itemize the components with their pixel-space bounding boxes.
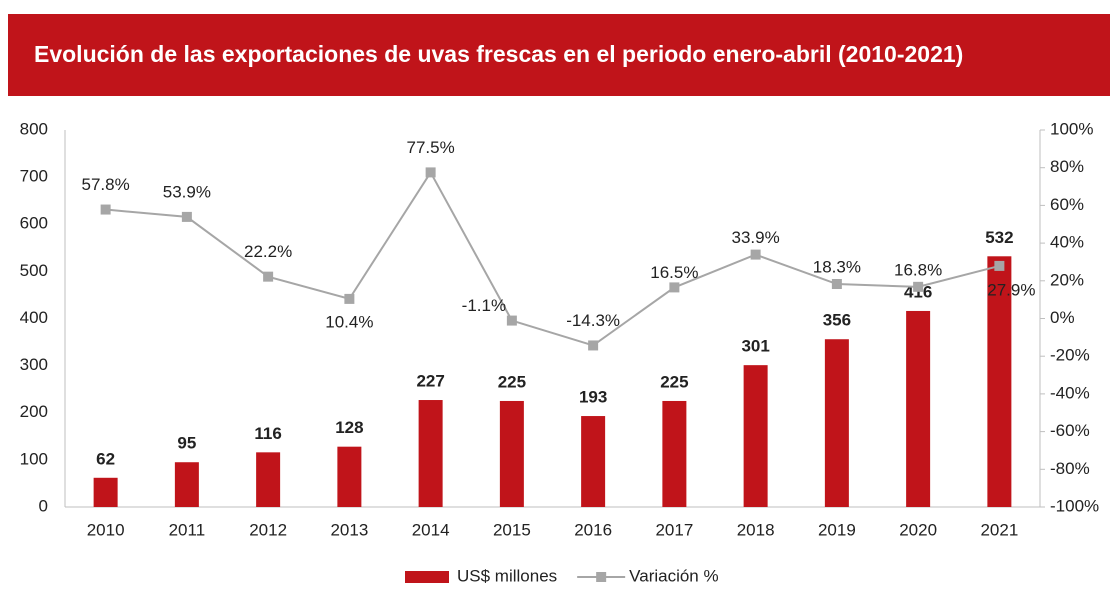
legend-swatch <box>405 571 449 583</box>
bar-label: 193 <box>579 388 607 407</box>
bar <box>743 365 768 507</box>
bar-label: 116 <box>254 424 281 443</box>
y-tick-label: 200 <box>20 402 48 421</box>
bar-label: 356 <box>823 311 851 330</box>
line <box>105 170 1000 347</box>
y2-tick-label: 20% <box>1050 270 1084 289</box>
y2-tick-label: 60% <box>1050 195 1084 214</box>
line-label: 33.9% <box>732 228 780 247</box>
bar-label: 532 <box>985 228 1013 247</box>
bar <box>987 256 1012 507</box>
chart-title: Evolución de las exportaciones de uvas f… <box>34 41 963 67</box>
y-tick-label: 700 <box>20 167 48 186</box>
x-tick-label: 2013 <box>330 520 368 539</box>
bar <box>824 339 849 507</box>
bar <box>93 477 118 507</box>
y2-tick-label: -60% <box>1050 421 1090 440</box>
line-label: 27.9% <box>987 280 1035 299</box>
line-label: -1.1% <box>462 296 506 315</box>
line-label: 53.9% <box>163 182 211 201</box>
y2-tick-label: -100% <box>1050 496 1099 515</box>
x-tick-label: 2014 <box>412 520 450 539</box>
x-tick-label: 2015 <box>493 520 531 539</box>
line-marker <box>994 260 1005 271</box>
legend-marker <box>596 572 607 582</box>
x-tick-label: 2017 <box>655 520 693 539</box>
line-marker <box>913 281 924 292</box>
bar <box>581 416 606 507</box>
line-marker <box>669 282 680 293</box>
line-label: 18.3% <box>813 257 861 276</box>
bar-label: 227 <box>416 372 444 391</box>
y-tick-label: 0 <box>39 496 48 515</box>
x-tick-label: 2020 <box>899 520 937 539</box>
y-tick-label: 100 <box>20 449 48 468</box>
x-tick-label: 2010 <box>87 520 125 539</box>
bar <box>418 400 443 507</box>
line-marker <box>588 340 599 351</box>
y2-tick-label: 0% <box>1050 308 1075 327</box>
x-tick-label: 2019 <box>818 520 856 539</box>
y-tick-label: 800 <box>20 119 48 138</box>
bar <box>256 452 281 507</box>
line-label: 16.8% <box>894 260 942 279</box>
y2-tick-label: 80% <box>1050 157 1084 176</box>
bar-label: 301 <box>741 337 769 356</box>
y2-tick-label: -80% <box>1050 459 1090 478</box>
x-tick-label: 2012 <box>249 520 287 539</box>
y2-tick-label: 40% <box>1050 233 1084 252</box>
x-tick-label: 2011 <box>169 520 206 539</box>
y-tick-label: 400 <box>20 308 48 327</box>
legend-label: US$ millones <box>457 566 557 585</box>
line-marker <box>750 249 761 260</box>
bar-label: 225 <box>660 372 688 391</box>
y2-tick-label: -40% <box>1050 383 1090 402</box>
line-label: -14.3% <box>566 311 620 330</box>
line-marker <box>181 211 192 222</box>
line-marker <box>100 204 111 215</box>
bar <box>174 462 199 507</box>
bar-label: 225 <box>498 372 526 391</box>
bar-label: 128 <box>335 418 363 437</box>
bar <box>499 400 524 507</box>
bar <box>662 400 687 507</box>
y-tick-label: 300 <box>20 355 48 374</box>
legend-label: Variación % <box>629 566 718 585</box>
line-label: 57.8% <box>82 175 130 194</box>
bar-label: 95 <box>177 434 196 453</box>
line-marker <box>506 315 517 326</box>
y-tick-label: 500 <box>20 261 48 280</box>
bar <box>906 310 931 507</box>
line-label: 10.4% <box>325 312 373 331</box>
bar-label: 62 <box>96 449 115 468</box>
title-banner <box>8 14 1110 96</box>
line-marker <box>344 293 355 304</box>
line-label: 16.5% <box>650 263 698 282</box>
line-label: 77.5% <box>407 138 455 157</box>
line-marker <box>263 271 274 282</box>
line-marker <box>425 167 436 178</box>
x-tick-label: 2018 <box>737 520 775 539</box>
bar <box>337 446 362 507</box>
x-tick-label: 2021 <box>980 520 1018 539</box>
x-tick-label: 2016 <box>574 520 612 539</box>
line-label: 22.2% <box>244 242 292 261</box>
y-tick-label: 600 <box>20 214 48 233</box>
y2-tick-label: -20% <box>1050 346 1090 365</box>
y2-tick-label: 100% <box>1050 119 1093 138</box>
line-marker <box>831 279 842 290</box>
